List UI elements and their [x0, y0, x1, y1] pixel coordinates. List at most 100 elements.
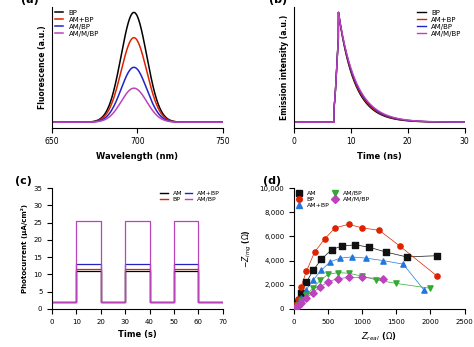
AM/M/BP — [93, 120, 99, 124]
AM/BP — [146, 300, 152, 304]
AM/M/BP — [131, 86, 137, 90]
AM/BP — [220, 300, 226, 304]
Line: AM: AM — [52, 271, 223, 302]
AM — [433, 253, 441, 259]
AM+BP — [49, 120, 55, 124]
Y-axis label: Emission intensity (a.u.): Emission intensity (a.u.) — [280, 15, 289, 120]
AM+BP — [400, 261, 407, 267]
BP — [375, 228, 383, 233]
AM/M/BP — [294, 303, 301, 309]
AM/BP — [73, 300, 79, 304]
AM — [294, 299, 301, 304]
AM/BP — [146, 219, 152, 223]
AM+BP — [294, 301, 301, 307]
AM+BP — [362, 255, 369, 261]
AM+BP — [457, 120, 463, 124]
AM — [365, 245, 373, 250]
AM/BP — [300, 120, 306, 124]
BP — [131, 10, 137, 15]
AM — [383, 249, 390, 255]
AM/M/BP — [316, 284, 324, 290]
AM — [171, 300, 177, 304]
AM/BP — [324, 272, 332, 277]
AM — [195, 269, 201, 273]
BP — [345, 221, 353, 227]
AM/BP — [345, 270, 353, 276]
AM/BP — [98, 219, 104, 223]
AM/M/BP — [292, 305, 299, 311]
AM+BP — [171, 300, 177, 304]
AM/M/BP — [334, 276, 342, 281]
AM/BP — [336, 10, 341, 15]
AM/BP — [122, 300, 128, 304]
AM+BP — [93, 119, 99, 123]
Y-axis label: $-Z_{img}$ ($\Omega$): $-Z_{img}$ ($\Omega$) — [241, 229, 254, 268]
AM/BP — [171, 300, 177, 304]
AM/BP — [49, 120, 55, 124]
BP — [370, 107, 375, 111]
AM+BP — [122, 300, 128, 304]
Line: AM+BP: AM+BP — [52, 264, 223, 302]
AM — [195, 300, 201, 304]
AM+BP — [318, 268, 325, 273]
AM — [122, 300, 128, 304]
BP — [396, 243, 403, 249]
AM/BP — [392, 281, 400, 286]
AM/BP — [457, 120, 463, 124]
AM/BP — [93, 119, 99, 124]
X-axis label: Time (s): Time (s) — [118, 330, 157, 339]
AM/M/BP — [297, 300, 305, 306]
AM/M/BP — [426, 119, 431, 124]
BP — [294, 296, 301, 302]
AM/BP — [220, 120, 226, 124]
AM — [73, 269, 79, 273]
BP — [302, 269, 310, 274]
AM+BP — [195, 262, 201, 266]
AM+BP — [98, 262, 104, 266]
BP — [426, 120, 431, 124]
AM/M/BP — [462, 120, 467, 124]
BP — [146, 267, 152, 271]
AM+BP — [457, 120, 463, 124]
AM+BP — [80, 120, 85, 124]
AM/BP — [358, 273, 366, 279]
Line: AM/M/BP: AM/M/BP — [52, 88, 223, 122]
AM — [98, 300, 104, 304]
AM+BP — [297, 295, 305, 301]
BP — [171, 267, 177, 271]
AM/M/BP — [302, 295, 310, 301]
BP — [220, 300, 226, 304]
AM — [297, 290, 305, 296]
AM+BP — [302, 287, 310, 292]
AM/BP — [150, 102, 155, 106]
AM/BP — [195, 300, 201, 304]
AM — [49, 300, 55, 304]
AM+BP — [73, 262, 79, 266]
AM/BP — [195, 219, 201, 223]
AM+BP — [127, 41, 132, 45]
BP — [98, 267, 104, 271]
Text: (d): (d) — [264, 176, 282, 186]
AM+BP — [327, 259, 334, 264]
AM+BP — [73, 300, 79, 304]
X-axis label: Time (ns): Time (ns) — [357, 152, 401, 161]
BP — [457, 120, 463, 124]
AM+BP — [164, 117, 169, 121]
AM+BP — [122, 262, 128, 266]
AM/BP — [164, 118, 169, 122]
AM — [318, 256, 325, 262]
BP — [93, 119, 99, 123]
AM/M/BP — [291, 120, 297, 124]
AM+BP — [146, 300, 152, 304]
Text: (b): (b) — [269, 0, 287, 5]
Legend: BP, AM+BP, AM/BP, AM/M/BP: BP, AM+BP, AM/BP, AM/M/BP — [54, 9, 100, 37]
BP — [150, 83, 155, 87]
AM+BP — [146, 262, 152, 266]
Legend: AM, BP, AM+BP, AM/BP: AM, BP, AM+BP, AM/BP — [160, 190, 221, 203]
AM — [352, 242, 359, 248]
BP — [80, 120, 85, 124]
BP — [49, 120, 55, 124]
AM/BP — [294, 303, 301, 308]
AM — [292, 304, 299, 309]
BP — [164, 116, 169, 120]
